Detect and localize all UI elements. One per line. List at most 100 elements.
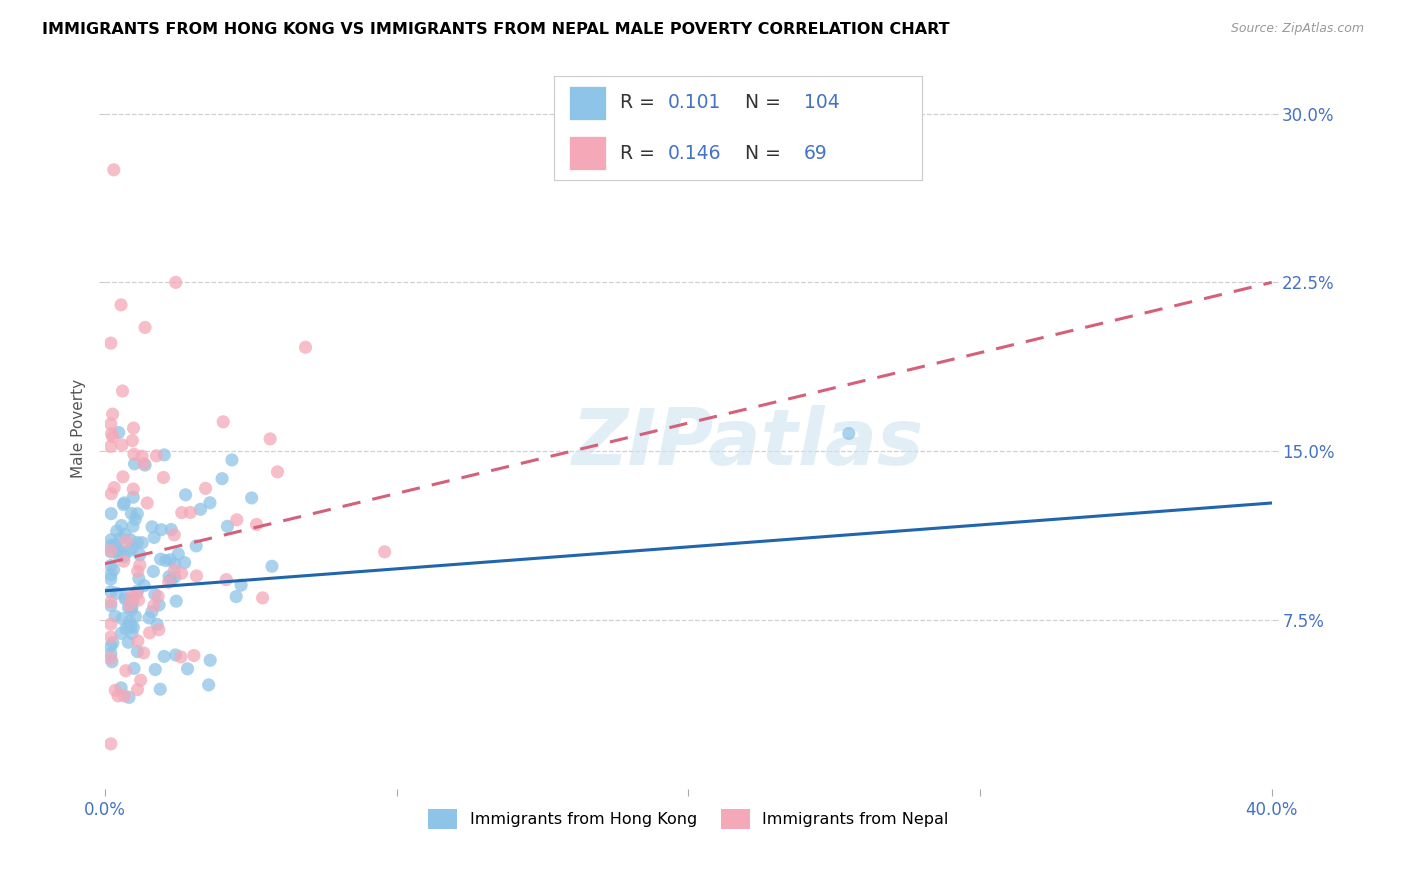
Point	[115, 622, 138, 636]
Point	[121, 626, 143, 640]
Point	[100, 639, 122, 653]
Point	[240, 491, 263, 505]
Point	[114, 689, 136, 703]
Point	[148, 598, 170, 612]
Point	[150, 523, 173, 537]
Point	[111, 384, 134, 398]
Point	[101, 636, 124, 650]
Point	[160, 573, 183, 587]
Point	[114, 592, 136, 607]
Point	[100, 439, 122, 453]
Point	[120, 603, 142, 617]
Point	[134, 579, 156, 593]
Point	[100, 538, 122, 552]
Point	[100, 567, 122, 582]
Point	[190, 502, 212, 516]
Point	[107, 689, 129, 703]
Point	[145, 449, 167, 463]
Point	[259, 432, 281, 446]
Point	[100, 336, 122, 351]
Point	[138, 625, 160, 640]
Point	[127, 584, 149, 599]
Point	[121, 434, 143, 448]
Point	[194, 481, 217, 495]
Point	[141, 605, 163, 619]
Point	[114, 527, 136, 541]
Point	[131, 449, 153, 463]
Point	[105, 586, 128, 600]
Point	[103, 481, 125, 495]
Point	[100, 558, 122, 573]
Point	[117, 635, 139, 649]
Point	[121, 594, 143, 608]
Point	[141, 520, 163, 534]
Point	[221, 453, 243, 467]
Point	[157, 575, 180, 590]
Point	[170, 650, 193, 665]
Text: IMMIGRANTS FROM HONG KONG VS IMMIGRANTS FROM NEPAL MALE POVERTY CORRELATION CHAR: IMMIGRANTS FROM HONG KONG VS IMMIGRANTS …	[42, 22, 950, 37]
Point	[125, 587, 148, 601]
Point	[127, 634, 149, 648]
Point	[100, 426, 122, 441]
Legend: Immigrants from Hong Kong, Immigrants from Nepal: Immigrants from Hong Kong, Immigrants fr…	[422, 803, 955, 835]
Point	[100, 584, 122, 599]
Point	[128, 558, 150, 572]
Point	[128, 572, 150, 586]
Point	[127, 535, 149, 549]
Point	[138, 611, 160, 625]
Point	[104, 609, 127, 624]
Point	[111, 612, 134, 626]
Point	[215, 573, 238, 587]
Point	[110, 518, 132, 533]
Point	[142, 565, 165, 579]
Point	[111, 438, 134, 452]
Point	[146, 617, 169, 632]
Point	[118, 543, 141, 558]
Point	[128, 548, 150, 562]
Point	[117, 600, 139, 615]
Point	[159, 552, 181, 566]
Point	[100, 487, 122, 501]
Point	[266, 465, 288, 479]
Point	[107, 425, 129, 440]
Point	[110, 531, 132, 545]
Point	[104, 683, 127, 698]
Point	[121, 589, 143, 603]
Point	[103, 563, 125, 577]
Point	[170, 566, 193, 581]
Point	[217, 519, 239, 533]
Point	[101, 407, 124, 421]
Point	[120, 533, 142, 547]
Point	[100, 543, 122, 558]
Point	[124, 457, 146, 471]
Point	[167, 547, 190, 561]
Point	[120, 507, 142, 521]
Point	[132, 646, 155, 660]
Point	[143, 663, 166, 677]
Point	[122, 519, 145, 533]
Point	[110, 681, 132, 695]
Point	[110, 298, 132, 312]
Point	[124, 609, 146, 624]
Point	[100, 507, 122, 521]
Point	[142, 599, 165, 613]
Point	[117, 618, 139, 632]
Point	[197, 678, 219, 692]
Point	[165, 276, 187, 290]
Point	[143, 530, 166, 544]
Point	[100, 599, 122, 613]
Point	[112, 496, 135, 510]
Point	[115, 534, 138, 549]
Point	[212, 415, 235, 429]
Point	[179, 505, 201, 519]
Text: ZIPatlas: ZIPatlas	[571, 405, 922, 481]
Point	[124, 512, 146, 526]
Point	[121, 541, 143, 556]
Point	[198, 653, 221, 667]
Point	[229, 578, 252, 592]
Point	[146, 590, 169, 604]
Y-axis label: Male Poverty: Male Poverty	[72, 379, 86, 478]
Point	[165, 594, 187, 608]
Point	[100, 647, 122, 661]
Point	[100, 595, 122, 609]
